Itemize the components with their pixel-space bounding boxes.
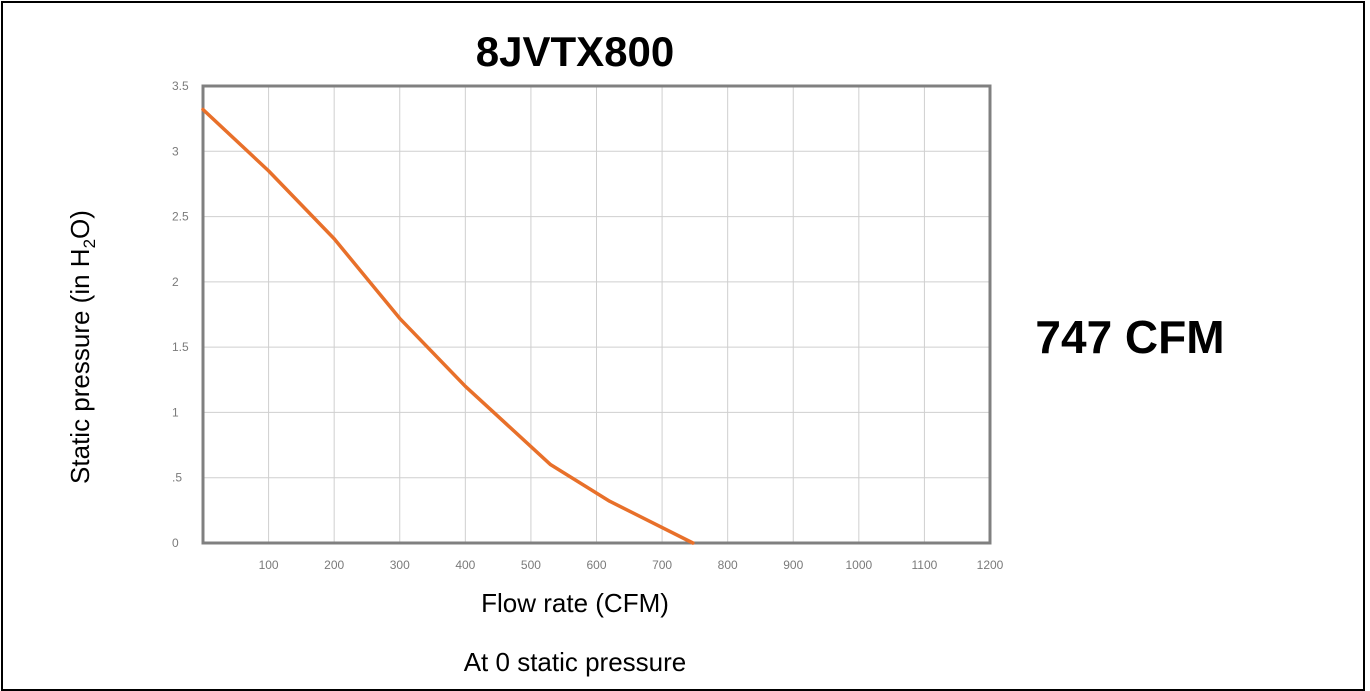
x-axis-label: Flow rate (CFM) [481,588,669,618]
x-tick-label: 200 [324,558,344,572]
x-tick-label: 900 [783,558,803,572]
x-tick-label: 800 [718,558,738,572]
y-tick-labels: 0 .5 1 1.5 2 2.5 3 3.5 [172,79,189,550]
x-tick-labels: 100 200 300 400 500 600 700 800 900 1000 1100 1200 [259,558,1004,572]
y-tick-label: .5 [172,471,182,485]
grid-lines [203,86,990,543]
x-tick-label: 500 [521,558,541,572]
x-tick-label: 300 [390,558,410,572]
x-tick-label: 600 [586,558,606,572]
x-tick-label: 100 [259,558,279,572]
y-tick-label: 3.5 [172,79,189,93]
chart-title: 8JVTX800 [475,28,675,75]
max-flow-note: At 0 static pressure [463,647,687,677]
y-axis-label: Static pressure (in H2O) [65,147,100,547]
y-tick-label: 0 [172,536,179,550]
x-tick-label: 1200 [977,558,1004,572]
max-flow-value: 747 CFM [1035,311,1225,363]
x-tick-label: 400 [455,558,475,572]
y-axis-label-prefix: Static pressure (in H [65,248,95,484]
x-tick-label: 700 [652,558,672,572]
y-tick-label: 2 [172,275,179,289]
series-group [201,107,695,545]
y-tick-label: 3 [172,144,179,158]
y-tick-label: 2.5 [172,210,189,224]
series-line [201,107,695,545]
plot-border [201,84,992,545]
y-tick-label: 1 [172,405,179,419]
y-axis-label-suffix: O) [65,210,95,239]
x-tick-label: 1100 [912,558,938,572]
y-axis-label-subscript: 2 [80,238,100,249]
x-tick-label: 1000 [845,558,872,572]
y-tick-label: 1.5 [172,340,189,354]
